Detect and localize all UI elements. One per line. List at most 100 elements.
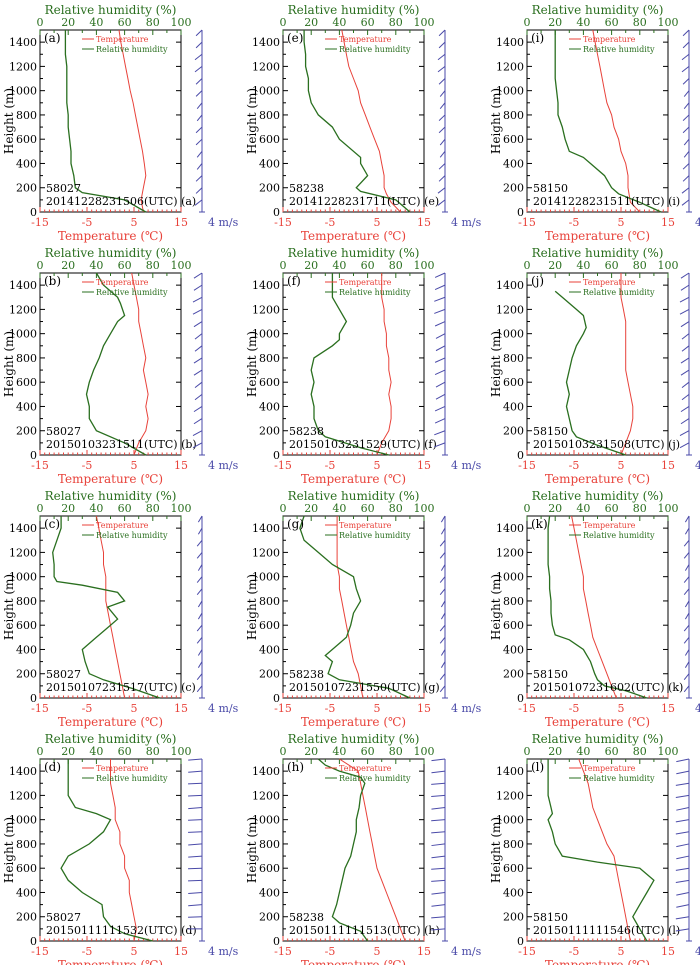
y-tick-label: 1400 (9, 522, 37, 535)
y-tick-label: 400 (259, 886, 280, 899)
wind-vector (439, 685, 446, 693)
panel-b: 0 200 400 600 800 1000 1200 1400 -15 -5 5 15 0 20 40 60… (2, 246, 239, 486)
y-tick-label: 400 (16, 886, 37, 899)
rh-tick-label: 40 (332, 502, 346, 515)
rh-tick-label: 100 (658, 745, 679, 758)
y-tick-label: 0 (30, 449, 37, 462)
rh-tick-label: 100 (414, 259, 435, 272)
rh-tick-label: 60 (361, 502, 375, 515)
wind-vector (681, 53, 690, 61)
height-axis-title: Height (m) (245, 88, 259, 154)
wind-vector (195, 90, 203, 97)
wind-vector (437, 199, 446, 206)
height-axis-title: Height (m) (2, 331, 16, 397)
rh-line (547, 515, 648, 699)
wind-vector (434, 369, 446, 375)
temp-axis-title: Temperature (℃) (58, 229, 163, 243)
height-axis-title: Height (m) (2, 88, 16, 154)
y-tick-label: 400 (503, 886, 524, 899)
temp-tick-label: 15 (174, 702, 188, 715)
wind-vector (682, 126, 690, 134)
legend-temp-label: Temperature (583, 521, 636, 530)
rh-tick-label: 80 (389, 502, 403, 515)
y-tick-label: 1200 (496, 546, 524, 559)
temp-tick-label: 5 (131, 216, 138, 229)
wind-vector (196, 151, 203, 158)
wind-vector (682, 41, 690, 49)
legend-temp-label: Temperature (339, 35, 392, 44)
wind-vector (683, 685, 690, 693)
temp-tick-label: -15 (518, 459, 536, 472)
rh-axis-title: Relative humidity (%) (45, 3, 177, 17)
temperature-line (339, 758, 406, 942)
y-tick-label: 800 (16, 838, 37, 851)
temp-tick-label: 15 (417, 459, 431, 472)
temp-tick-label: -15 (518, 216, 536, 229)
wind-vector (192, 430, 203, 437)
y-tick-label: 400 (16, 400, 37, 413)
wind-vector (194, 66, 203, 73)
rh-line (85, 272, 147, 456)
temp-tick-label: -5 (569, 702, 580, 715)
y-tick-label: 400 (503, 400, 524, 413)
y-tick-label: 800 (259, 838, 280, 851)
sounding-time: 20150103231508(UTC) (j) (533, 438, 680, 451)
wind-vector (683, 576, 690, 583)
y-tick-label: 600 (16, 376, 37, 389)
y-tick-label: 0 (517, 692, 524, 705)
wind-vector (188, 831, 203, 833)
legend-rh-label: Relative humidity (96, 531, 168, 540)
temp-tick-label: -5 (325, 945, 336, 958)
panel-e: 0 200 400 600 800 1000 1200 1400 -15 -5 5 15 0 20 40 60… (245, 3, 482, 243)
rh-line (299, 515, 411, 699)
rh-tick-label: 60 (605, 259, 619, 272)
wind-vector (188, 770, 203, 773)
temp-axis-title: Temperature (℃) (545, 229, 650, 243)
temp-tick-label: 5 (374, 459, 381, 472)
wind-vector (675, 928, 690, 932)
temp-tick-label: 15 (174, 945, 188, 958)
wind-vector (196, 576, 203, 583)
wind-vector (195, 41, 203, 49)
wind-vector (676, 770, 690, 775)
wind-vector (435, 381, 446, 388)
rh-tick-label: 0 (37, 502, 44, 515)
rh-axis-title: Relative humidity (%) (532, 732, 664, 746)
rh-tick-label: 100 (171, 745, 192, 758)
rh-line (554, 290, 626, 456)
y-tick-label: 0 (517, 935, 524, 948)
y-tick-label: 600 (16, 619, 37, 632)
wind-vector (437, 66, 446, 73)
temp-tick-label: -5 (325, 702, 336, 715)
wind-vector (684, 564, 690, 571)
rh-tick-label: 80 (389, 16, 403, 29)
wind-vector (431, 928, 446, 931)
rh-tick-label: 80 (633, 259, 647, 272)
y-tick-label: 1400 (252, 36, 280, 49)
wind-vector (683, 90, 690, 97)
wind-vector (193, 321, 203, 328)
legend-rh-label: Relative humidity (339, 45, 411, 54)
wind-vector (438, 41, 446, 49)
rh-line (52, 516, 161, 699)
wind-vector (683, 102, 690, 110)
y-tick-label: 200 (259, 182, 280, 195)
temp-axis-title: Temperature (℃) (58, 958, 163, 965)
wind-vector (440, 612, 446, 620)
y-tick-label: 800 (16, 595, 37, 608)
rh-axis-title: Relative humidity (%) (288, 246, 420, 260)
wind-vector (195, 187, 203, 194)
wind-vector (196, 552, 203, 559)
temp-tick-label: -5 (569, 945, 580, 958)
temp-axis-title: Temperature (℃) (301, 472, 406, 486)
y-tick-label: 1200 (252, 789, 280, 802)
rh-axis-title: Relative humidity (%) (288, 732, 420, 746)
rh-tick-label: 40 (576, 259, 590, 272)
y-tick-label: 1200 (496, 60, 524, 73)
y-tick-label: 1400 (9, 36, 37, 49)
temp-tick-label: -5 (82, 945, 93, 958)
station-id: 58027 (46, 425, 81, 438)
rh-line (303, 30, 411, 213)
wind-vector (681, 393, 690, 401)
rh-tick-label: 80 (146, 259, 160, 272)
